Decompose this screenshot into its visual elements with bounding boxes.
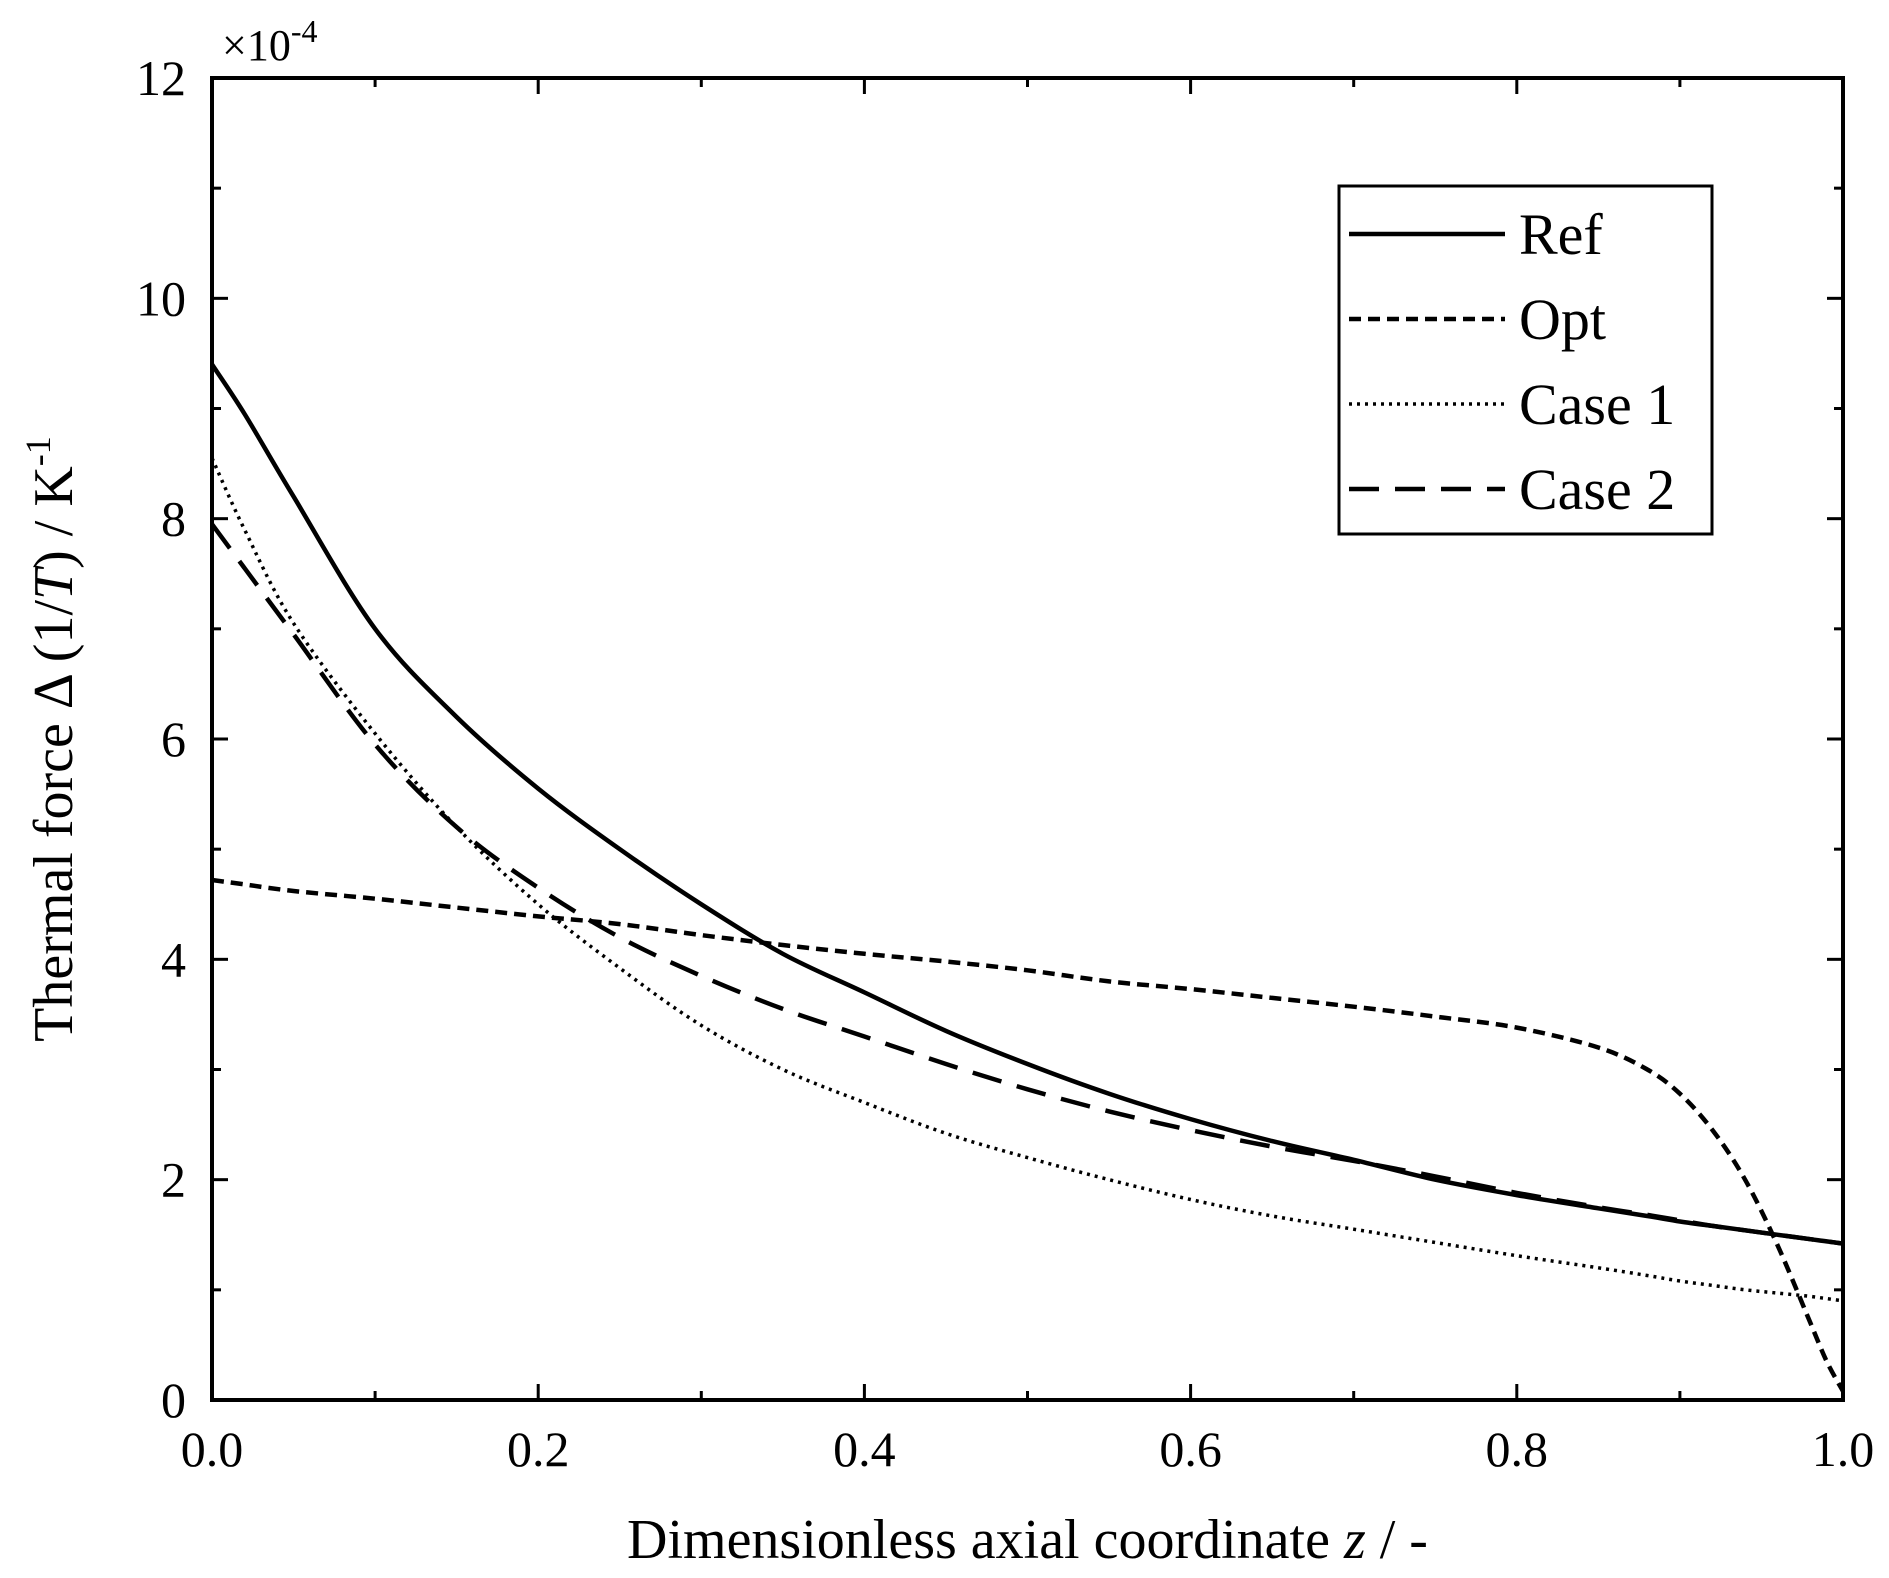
y-tick-label: 10: [136, 270, 186, 326]
tick-labels: 0.0 0.2 0.4 0.6 0.8 1.0 0 2 4 6 8 10 12: [136, 50, 1874, 1477]
plot-frame: [210, 76, 1845, 1402]
series-line-opt: [211, 877, 1845, 1393]
x-tick-label: 0.6: [1159, 1421, 1222, 1477]
y-axis-title-prefix: Thermal force Δ (1/: [23, 600, 85, 1042]
series-line-case-1: [210, 457, 1844, 1303]
x-tick-label: 0.2: [507, 1421, 570, 1477]
x-axis-title-suffix: / -: [1366, 1509, 1428, 1571]
x-tick-label: 0.8: [1486, 1421, 1549, 1477]
legend-label: Case 2: [1519, 457, 1675, 522]
legend-label: Opt: [1519, 287, 1606, 352]
legend-label: Case 1: [1519, 372, 1675, 437]
y-multiplier-base: ×10: [222, 21, 291, 70]
x-axis-title: Dimensionless axial coordinate z / -: [627, 1509, 1428, 1571]
y-axis-title-variable: T: [23, 565, 85, 600]
y-multiplier-exponent: -4: [291, 13, 318, 49]
x-tick-label: 0.4: [833, 1421, 896, 1477]
legend-label: Ref: [1519, 202, 1603, 267]
y-tick-label: 0: [161, 1372, 186, 1428]
x-axis-title-variable: z: [1343, 1509, 1366, 1571]
y-tick-label: 8: [161, 491, 186, 547]
y-axis-title: Thermal force Δ (1/T) / K-1: [18, 436, 85, 1042]
y-axis-title-mid: ) / K: [23, 466, 85, 569]
y-axis-multiplier: ×10-4: [222, 13, 317, 70]
series-line-case-2: [210, 522, 1844, 1246]
x-axis-title-prefix: Dimensionless axial coordinate: [627, 1509, 1344, 1571]
x-tick-label: 0.0: [181, 1421, 244, 1477]
series-lines: [210, 363, 1845, 1393]
y-tick-label: 2: [161, 1152, 186, 1208]
y-tick-label: 6: [161, 711, 186, 767]
y-axis-title-exponent: -1: [18, 436, 58, 466]
y-tick-label: 12: [136, 50, 186, 106]
y-tick-label: 4: [161, 931, 186, 987]
legend: Ref Opt Case 1 Case 2: [1337, 184, 1714, 536]
x-tick-label: 1.0: [1812, 1421, 1875, 1477]
legend-box: [1337, 184, 1714, 536]
